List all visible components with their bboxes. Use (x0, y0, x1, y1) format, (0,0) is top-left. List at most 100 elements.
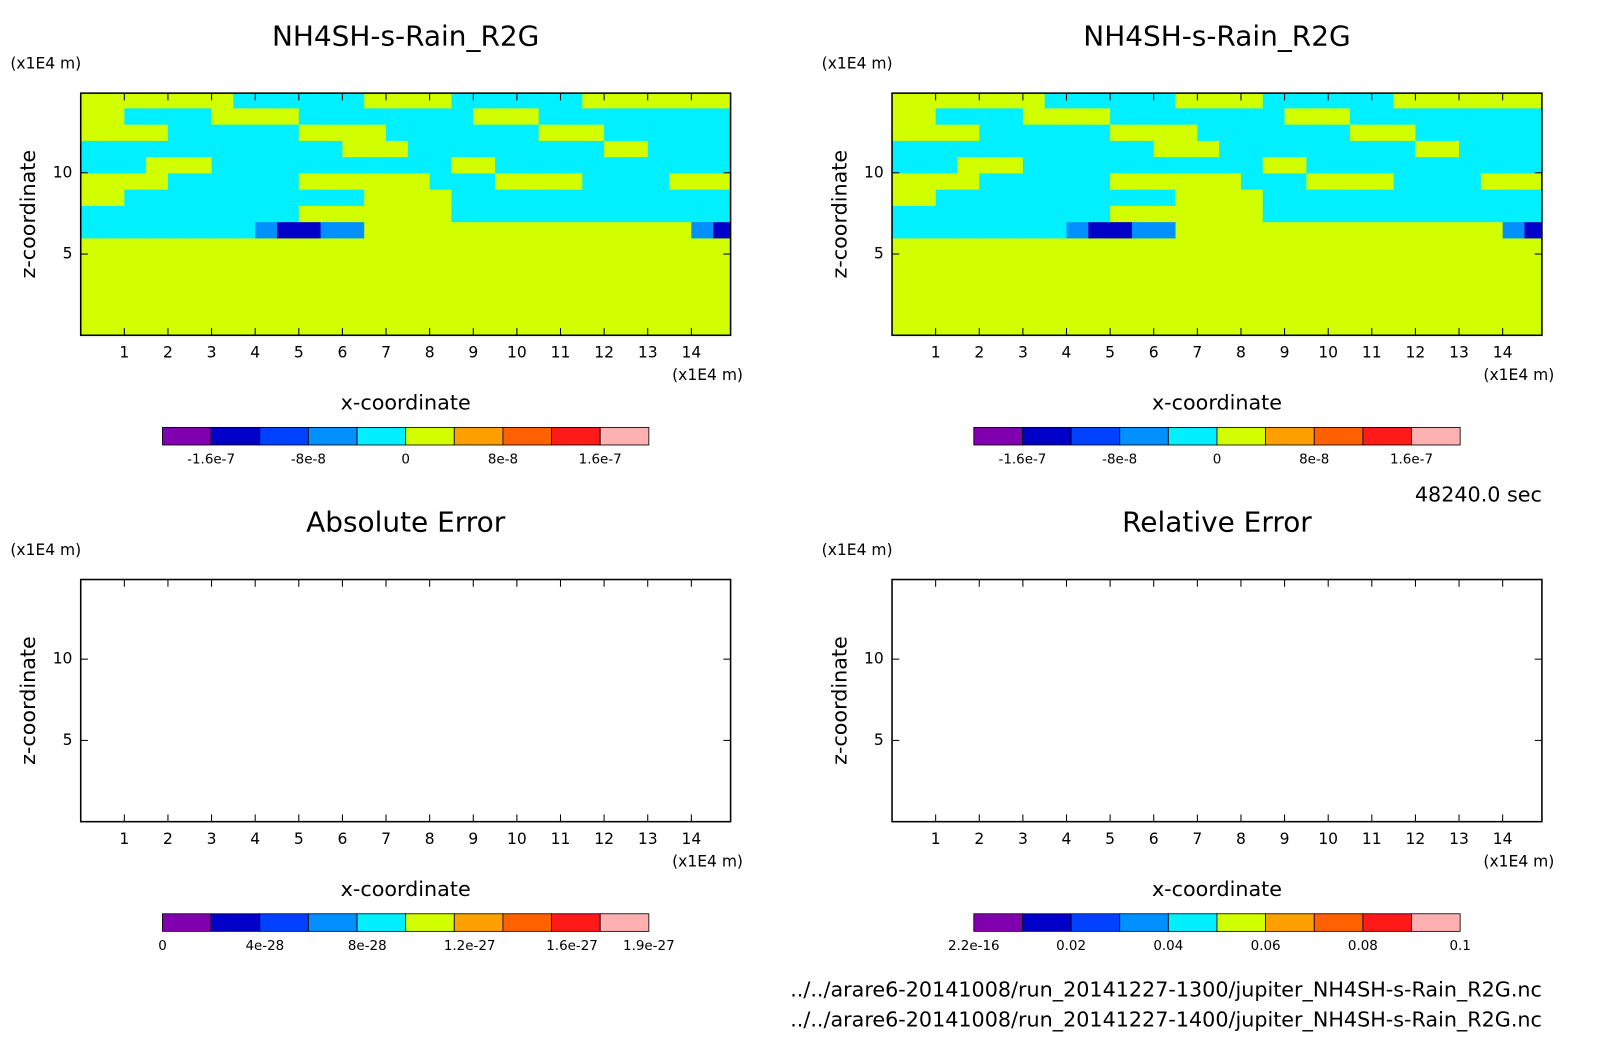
field-cell (1502, 205, 1526, 223)
plot-frame (79, 92, 732, 337)
field-cell (1131, 205, 1155, 223)
field-cell (386, 221, 409, 239)
field-cell (1088, 221, 1111, 239)
field-cell (1306, 221, 1329, 239)
field-cell (386, 156, 409, 174)
field-cell (495, 172, 518, 190)
field-cell (1349, 319, 1373, 336)
field-cell (1262, 140, 1286, 158)
field-cell (1480, 319, 1504, 336)
field-cell (320, 237, 344, 255)
field-cell (625, 107, 649, 125)
field-cell (1480, 302, 1504, 320)
field-cell (713, 189, 731, 206)
field-cell (276, 205, 300, 223)
field-cell (320, 302, 344, 320)
field-cell (124, 124, 147, 141)
field-cell (80, 237, 104, 255)
field-cell (386, 172, 409, 190)
plot-frame (79, 578, 732, 823)
field-cell (451, 172, 474, 190)
field-cell (1349, 302, 1373, 320)
x-tick-label: 2 (163, 830, 173, 848)
field-cell (1044, 189, 1068, 206)
field-cell (1284, 172, 1308, 190)
field-cell (1153, 189, 1177, 206)
field-cell (1110, 172, 1133, 190)
field-cell (429, 270, 453, 288)
field-cell (604, 189, 627, 206)
colorbar-box (1216, 426, 1267, 446)
field-cell (979, 237, 1002, 255)
field-cell (495, 124, 518, 141)
field-cell (80, 286, 104, 304)
field-cell (364, 270, 387, 288)
field-cell (669, 93, 692, 109)
field-cell (1088, 319, 1111, 336)
field-cell (625, 189, 649, 206)
field-cell (538, 156, 562, 174)
x-tick-label: 2 (974, 830, 984, 848)
field-cell (407, 254, 431, 271)
field-cell (320, 270, 344, 288)
field-cell (979, 140, 1002, 158)
field-cell (1415, 124, 1438, 141)
field-cell (713, 205, 731, 223)
field-cell (146, 254, 169, 271)
field-cell (320, 319, 344, 336)
field-cell (913, 93, 937, 109)
field-cell (979, 124, 1002, 141)
field-cell (1371, 124, 1395, 141)
field-cell (1066, 221, 1089, 239)
field-cell (1131, 107, 1155, 125)
field-cell (342, 270, 365, 288)
panel-title: Absolute Error (306, 506, 506, 539)
field-cell (1110, 124, 1133, 141)
field-cell (1284, 237, 1308, 255)
colorbar-box (259, 913, 309, 932)
x-tick-label: 8 (1236, 343, 1246, 361)
field-cell (913, 237, 937, 255)
field-cell (1415, 172, 1438, 190)
field-cell (1022, 140, 1046, 158)
field-cell (1437, 156, 1460, 174)
field-cell (1459, 286, 1482, 304)
field-cell (1262, 302, 1286, 320)
field-cell (625, 156, 649, 174)
field-cell (1502, 189, 1526, 206)
field-cell (102, 156, 125, 174)
field-cell (1328, 254, 1351, 271)
field-cell (364, 254, 387, 271)
field-cell (625, 124, 649, 141)
field-cell (124, 254, 147, 271)
y-axis-label: z-coordinate (16, 636, 40, 765)
field-cell (1088, 172, 1111, 190)
field-cell (892, 124, 915, 141)
field-cell (167, 270, 191, 288)
colorbar-label: 0 (401, 452, 410, 467)
field-cell (298, 270, 322, 288)
field-cell (582, 270, 605, 288)
field-cell (167, 237, 191, 255)
field-cell (1219, 221, 1242, 239)
field-cell (1524, 93, 1542, 109)
field-cell (979, 107, 1002, 125)
x-tick-label: 12 (594, 343, 614, 361)
field-cell (429, 124, 453, 141)
field-cell (1524, 302, 1542, 320)
colorbar-box (210, 426, 261, 446)
field-cell (1022, 107, 1046, 125)
field-cell (1153, 221, 1177, 239)
field-cell (691, 140, 714, 158)
x-tick-label: 9 (1280, 830, 1290, 848)
field-cell (1219, 189, 1242, 206)
field-cell (625, 93, 649, 109)
field-cell (625, 140, 649, 158)
field-cell (935, 156, 959, 174)
field-cell (691, 237, 714, 255)
field-cell (1175, 302, 1198, 320)
colorbar-box (259, 426, 309, 446)
field-cell (604, 237, 627, 255)
field-cell (233, 107, 256, 125)
field-cell (473, 221, 496, 239)
